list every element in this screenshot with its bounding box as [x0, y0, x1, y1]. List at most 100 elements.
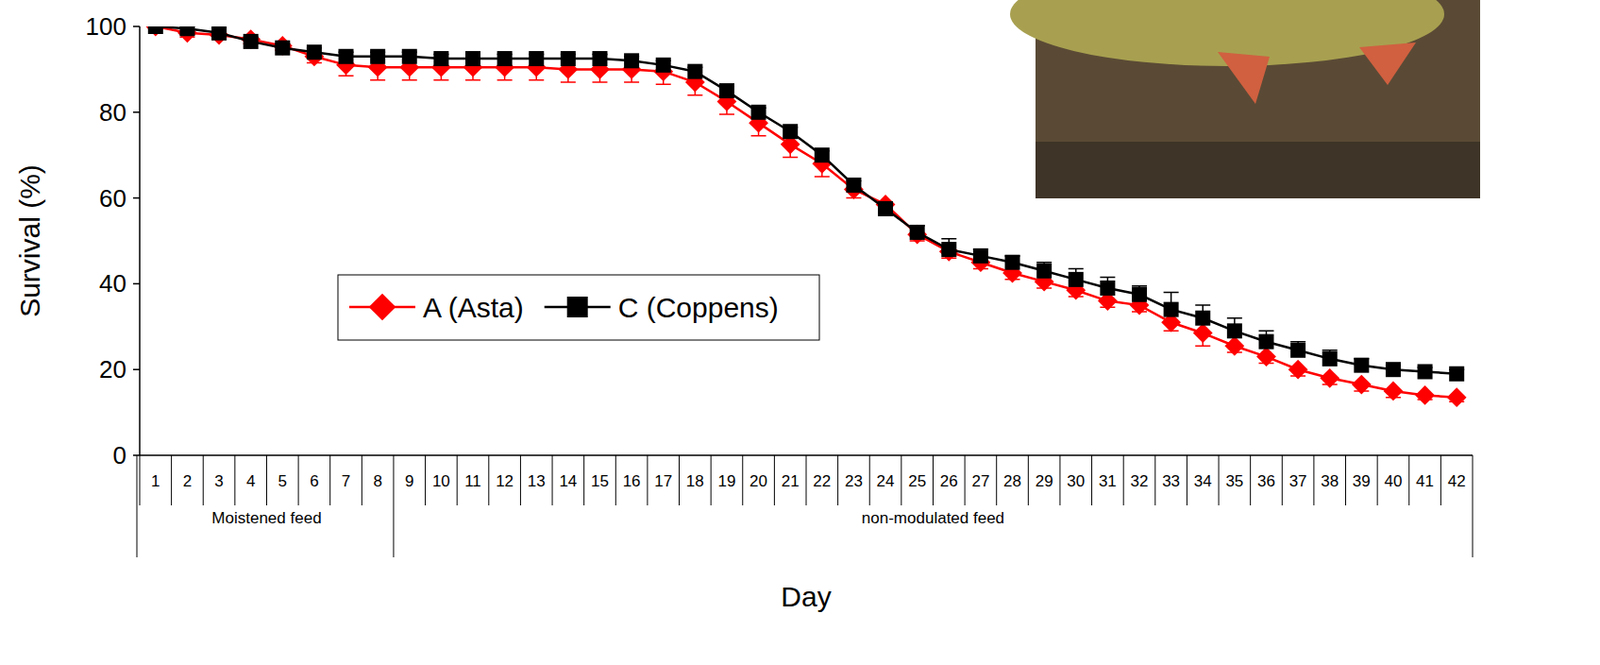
x-tick-label: 22 — [812, 471, 831, 490]
data-point — [1447, 387, 1467, 407]
y-tick — [133, 25, 140, 28]
x-tick-label: 18 — [686, 471, 705, 490]
data-point — [1131, 286, 1147, 303]
data-point — [1258, 334, 1274, 350]
data-point — [782, 123, 798, 139]
x-tick-label: 30 — [1066, 471, 1085, 490]
group-label: Moistened feed — [211, 508, 321, 527]
category-separator — [1249, 454, 1251, 506]
data-point — [1385, 361, 1401, 377]
y-tick-label: 0 — [113, 440, 127, 470]
category-separator — [995, 454, 997, 506]
x-tick-label: 39 — [1352, 471, 1371, 490]
legend-label: A (Asta) — [422, 291, 524, 323]
category-separator — [1091, 454, 1093, 506]
group-separator — [392, 505, 394, 557]
chart: 0204060801001234567891011121314151617181… — [0, 0, 1600, 665]
x-tick-label: 29 — [1035, 471, 1054, 490]
data-point — [1005, 254, 1021, 270]
category-separator — [520, 454, 522, 506]
x-tick-label: 26 — [940, 471, 959, 490]
y-tick — [133, 283, 140, 286]
data-point — [845, 177, 861, 193]
data-point — [1290, 342, 1306, 358]
category-separator — [1377, 454, 1379, 506]
data-point — [338, 49, 354, 65]
category-separator — [1186, 454, 1188, 506]
data-point — [497, 50, 513, 67]
legend-marker — [567, 296, 589, 318]
x-tick-label: 20 — [749, 471, 768, 490]
category-separator — [424, 454, 426, 506]
x-tick-label: 3 — [214, 471, 223, 490]
x-tick-label: 34 — [1194, 471, 1213, 490]
data-point — [814, 147, 830, 163]
group-separator — [1472, 505, 1474, 557]
x-tick-label: 28 — [1003, 471, 1022, 490]
category-separator — [1313, 454, 1314, 506]
x-tick-label: 27 — [971, 471, 990, 490]
data-point — [402, 49, 418, 65]
data-point — [1036, 263, 1052, 279]
data-point — [1068, 271, 1084, 287]
data-point — [1417, 363, 1433, 379]
category-separator — [139, 454, 141, 506]
data-point — [179, 26, 195, 36]
data-point — [1414, 385, 1435, 405]
category-separator — [456, 454, 458, 506]
category-separator — [583, 454, 585, 506]
x-tick-label: 16 — [623, 471, 641, 490]
group-label: non-modulated feed — [861, 508, 1005, 527]
category-separator — [900, 454, 902, 506]
category-separator — [1281, 454, 1283, 506]
data-point — [528, 50, 544, 67]
x-tick-label: 33 — [1162, 471, 1180, 490]
x-tick-label: 11 — [464, 471, 482, 490]
y-axis-title: Survival (%) — [14, 164, 46, 318]
series-line — [155, 26, 1457, 398]
x-tick-label: 42 — [1448, 471, 1466, 490]
x-tick-label: 1 — [151, 471, 160, 490]
data-point — [1256, 346, 1277, 367]
x-tick-label: 14 — [558, 471, 577, 490]
series — [148, 26, 1465, 382]
category-separator — [932, 454, 934, 506]
data-point — [243, 33, 259, 50]
category-separator — [774, 454, 775, 506]
data-point — [1195, 310, 1211, 326]
x-tick-label: 40 — [1383, 471, 1402, 490]
data-point — [1322, 351, 1338, 367]
data-point — [433, 50, 449, 67]
data-point — [209, 26, 230, 45]
x-tick-label: 5 — [278, 471, 287, 490]
data-point — [1351, 374, 1372, 395]
y-tick — [133, 197, 140, 200]
data-point — [909, 224, 926, 240]
category-separator — [837, 454, 839, 506]
category-separator — [488, 454, 489, 506]
x-tick-label: 41 — [1415, 471, 1434, 490]
x-tick-label: 4 — [246, 471, 255, 490]
data-point — [1353, 357, 1369, 373]
photo-fin — [1217, 51, 1270, 104]
category-separator — [1345, 454, 1347, 506]
category-separator — [806, 454, 808, 506]
y-tick-label: 80 — [99, 98, 127, 127]
category-separator — [234, 454, 236, 506]
photo — [1010, 0, 1481, 199]
x-tick-label: 13 — [527, 471, 546, 490]
data-point — [719, 83, 735, 99]
data-point — [274, 40, 290, 56]
data-point — [1319, 368, 1340, 388]
category-separator — [964, 454, 966, 506]
category-separator — [329, 454, 331, 506]
category-separator — [646, 454, 648, 506]
data-point — [939, 241, 960, 262]
data-point — [1288, 359, 1309, 380]
x-axis-title: Day — [780, 580, 831, 612]
x-tick-label: 12 — [495, 471, 514, 490]
x-tick-label: 15 — [590, 471, 609, 490]
category-separator — [1408, 454, 1410, 506]
x-tick-label: 2 — [183, 471, 192, 490]
legend-label: C (Coppens) — [618, 291, 779, 323]
